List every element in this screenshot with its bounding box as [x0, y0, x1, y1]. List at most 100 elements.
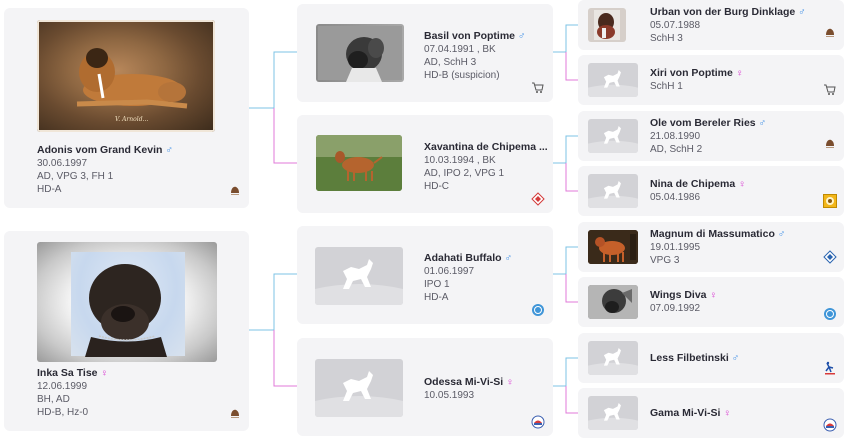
dog-photo-placeholder — [315, 359, 403, 417]
dog-titles: IPO 1 — [424, 279, 450, 290]
dog-info: Basil von Poptime ♂ 07.04.1991 , BK AD, S… — [424, 30, 526, 82]
club-round-icon[interactable] — [531, 415, 545, 429]
dog-titles: BH, AD — [37, 394, 70, 405]
dog-info: Xavantina de Chipema ... 10.03.1994 , BK… — [424, 141, 548, 193]
dog-info: Urban von der Burg Dinklage ♂ 05.07.1988 … — [650, 6, 806, 45]
dog-photo — [588, 285, 638, 319]
dog-photo-placeholder — [588, 174, 638, 208]
dog-name[interactable]: Nina de Chipema — [650, 178, 736, 190]
breeder-logo-icon[interactable] — [823, 26, 837, 40]
dog-birthdate: 05.07.1988 — [650, 20, 701, 31]
grandparent-card[interactable]: Xavantina de Chipema ... 10.03.1994 , BK… — [297, 115, 553, 213]
dog-titles: AD, SchH 2 — [650, 144, 703, 155]
dog-name[interactable]: Ole vom Bereler Ries — [650, 117, 756, 129]
club-round-icon[interactable] — [823, 418, 837, 432]
dog-photo: V. Arnold... — [37, 20, 215, 132]
breeder-logo-icon[interactable] — [228, 184, 242, 198]
dog-name[interactable]: Xiri von Poptime — [650, 67, 733, 79]
dog-photo — [588, 8, 626, 42]
male-sex-icon: ♂ — [165, 145, 173, 156]
dog-titles: SchH 3 — [650, 33, 683, 44]
dog-titles: AD, VPG 3, FH 1 — [37, 171, 114, 182]
breeder-logo-icon[interactable] — [823, 137, 837, 151]
dog-name[interactable]: Gama Mi-Vi-Si — [650, 407, 721, 419]
dog-photo-placeholder — [315, 247, 403, 305]
female-sex-icon: ♀ — [735, 68, 744, 79]
dog-name[interactable]: Basil von Poptime — [424, 30, 516, 42]
yellow-dog-logo-icon[interactable] — [823, 194, 837, 208]
dog-name[interactable]: Xavantina de Chipema ... — [424, 141, 548, 153]
dog-info: Magnum di Massumatico ♂ 19.01.1995 VPG 3 — [650, 228, 785, 267]
dog-photo — [588, 230, 638, 264]
grandparent-card[interactable]: Basil von Poptime ♂ 07.04.1991 , BK AD, S… — [297, 4, 553, 102]
dog-info: Less Filbetinski ♂ — [650, 352, 739, 365]
dog-photo-placeholder — [588, 63, 638, 97]
parent-card-dam[interactable]: Inka Sa Tise ♀ 12.06.1999 BH, AD HD-B, Hz… — [4, 231, 249, 431]
diamond-blue-icon[interactable] — [823, 250, 837, 264]
grandparent-card[interactable]: Adahati Buffalo ♂ 01.06.1997 IPO 1 HD-A — [297, 226, 553, 324]
dog-titles: VPG 3 — [650, 255, 680, 266]
runner-logo-icon[interactable] — [823, 361, 837, 375]
great-grandparent-card[interactable]: Nina de Chipema ♀ 05.04.1986 — [578, 166, 844, 216]
diamond-logo-icon[interactable] — [531, 192, 545, 206]
club-circle-icon[interactable] — [823, 307, 837, 321]
dog-info: Nina de Chipema ♀ 05.04.1986 — [650, 178, 746, 204]
dog-photo-placeholder — [588, 396, 638, 430]
dog-health: HD-A — [424, 292, 449, 303]
dog-photo — [316, 24, 404, 82]
breeder-logo-icon[interactable] — [228, 407, 242, 421]
great-grandparent-card[interactable]: Magnum di Massumatico ♂ 19.01.1995 VPG 3 — [578, 222, 844, 272]
great-grandparent-card[interactable]: Less Filbetinski ♂ — [578, 333, 844, 383]
photo-caption: V. Arnold... — [115, 116, 149, 123]
dog-titles: AD, IPO 2, VPG 1 — [424, 168, 505, 179]
male-sex-icon: ♂ — [518, 31, 526, 42]
dog-info: Odessa Mi-Vi-Si ♀ 10.05.1993 — [424, 376, 514, 402]
great-grandparent-card[interactable]: Wings Diva ♀ 07.09.1992 — [578, 277, 844, 327]
female-sex-icon: ♀ — [723, 408, 731, 419]
cart-icon[interactable] — [531, 81, 545, 95]
club-circle-icon[interactable] — [531, 303, 545, 317]
female-sex-icon: ♀ — [709, 290, 718, 301]
dog-health: HD-B, Hz-0 — [37, 407, 89, 418]
dog-info: Adonis vom Grand Kevin ♂ 30.06.1997 AD, V… — [37, 144, 173, 196]
great-grandparent-card[interactable]: Ole vom Bereler Ries ♂ 21.08.1990 AD, Sch… — [578, 111, 844, 161]
dog-titles: SchH 1 — [650, 81, 683, 92]
dog-birthdate: 10.03.1994 , BK — [424, 155, 496, 166]
dog-name[interactable]: Odessa Mi-Vi-Si — [424, 376, 504, 388]
dog-health: HD-A — [37, 184, 62, 195]
dog-titles: AD, SchH 3 — [424, 57, 477, 68]
dog-birthdate: 07.04.1991 , BK — [424, 44, 496, 55]
dog-name[interactable]: Urban von der Burg Dinklage — [650, 6, 796, 18]
dog-health: HD-C — [424, 181, 449, 192]
dog-info: Ole vom Bereler Ries ♂ 21.08.1990 AD, Sch… — [650, 117, 766, 156]
dog-info: Xiri von Poptime ♀ SchH 1 — [650, 67, 743, 93]
grandparent-card[interactable]: Odessa Mi-Vi-Si ♀ 10.05.1993 — [297, 338, 553, 436]
male-sex-icon: ♂ — [731, 353, 740, 364]
dog-birthdate: 01.06.1997 — [424, 266, 475, 277]
dog-birthdate: 10.05.1993 — [424, 390, 475, 401]
parent-card-sire[interactable]: V. Arnold... Adonis vom Grand Kevin ♂ 30.… — [4, 8, 249, 208]
dog-name[interactable]: Inka Sa Tise — [37, 367, 98, 379]
dog-photo-placeholder — [588, 119, 638, 153]
great-grandparent-card[interactable]: Gama Mi-Vi-Si ♀ — [578, 388, 844, 438]
female-sex-icon: ♀ — [738, 179, 746, 190]
dog-birthdate: 30.06.1997 — [37, 158, 88, 169]
male-sex-icon: ♂ — [758, 118, 767, 129]
dog-name[interactable]: Wings Diva — [650, 289, 707, 301]
dog-name[interactable]: Less Filbetinski — [650, 352, 729, 364]
dog-health: HD-B (suspicion) — [424, 70, 500, 81]
dog-birthdate: 07.09.1992 — [650, 303, 701, 314]
cart-icon[interactable] — [823, 83, 837, 97]
dog-name[interactable]: Magnum di Massumatico — [650, 228, 775, 240]
great-grandparent-card[interactable]: Xiri von Poptime ♀ SchH 1 — [578, 55, 844, 105]
great-grandparent-card[interactable]: Urban von der Burg Dinklage ♂ 05.07.1988 … — [578, 0, 844, 50]
dog-name[interactable]: Adahati Buffalo — [424, 252, 502, 264]
female-sex-icon: ♀ — [506, 377, 514, 388]
male-sex-icon: ♂ — [504, 253, 513, 264]
dog-info: Inka Sa Tise ♀ 12.06.1999 BH, AD HD-B, Hz… — [37, 367, 108, 419]
dog-name[interactable]: Adonis vom Grand Kevin — [37, 144, 163, 156]
dog-photo-placeholder — [588, 341, 638, 375]
dog-info: Gama Mi-Vi-Si ♀ — [650, 407, 731, 420]
dog-birthdate: 05.04.1986 — [650, 192, 701, 203]
dog-birthdate: 12.06.1999 — [37, 381, 88, 392]
